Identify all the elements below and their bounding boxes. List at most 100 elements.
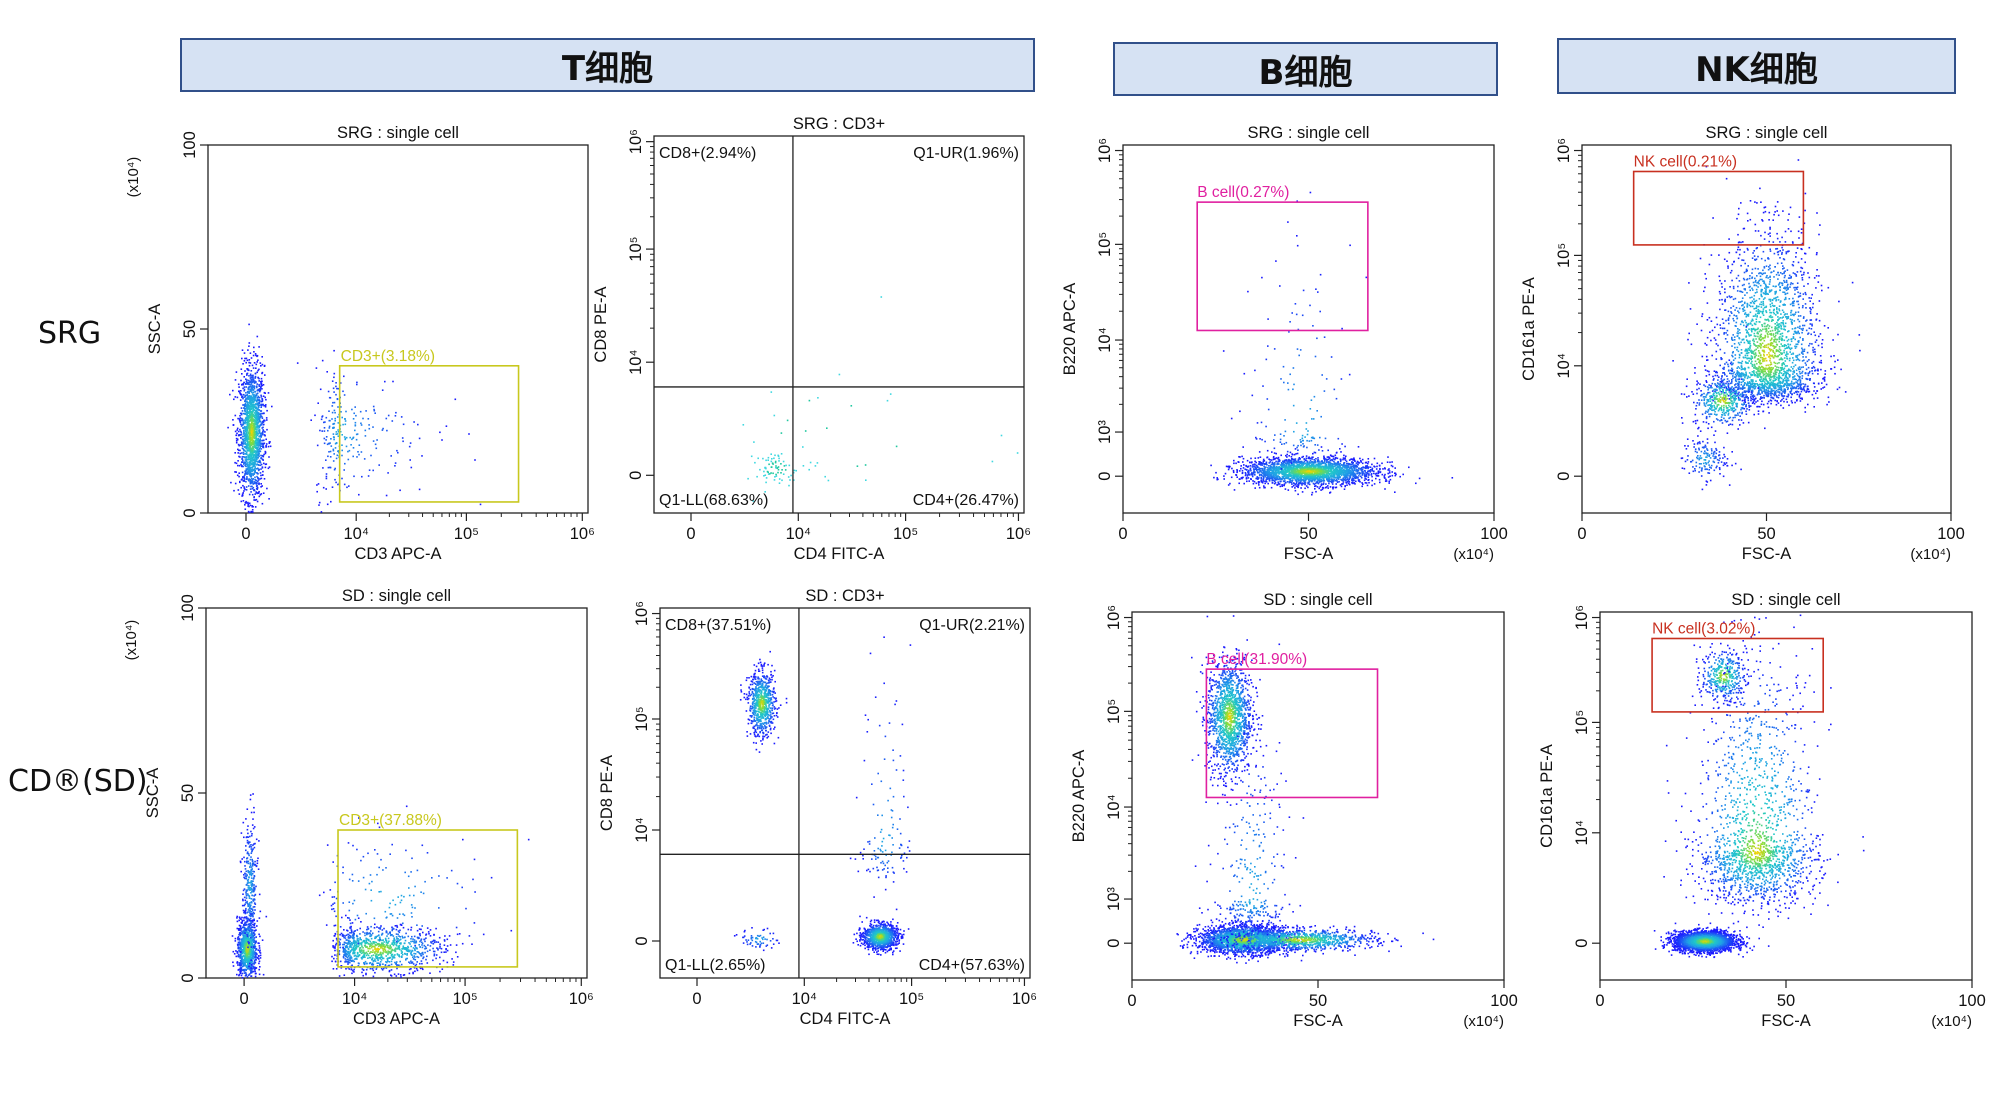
x-axis-multiplier: (x10⁴) [1910,546,1951,563]
y-tick-label: 10⁶ [1573,605,1591,630]
y-tick-label: 10⁶ [633,601,651,626]
y-tick-label: 0 [181,508,199,517]
plot-title: SRG : single cell [337,124,459,142]
plot-title: SRG : CD3+ [793,115,885,133]
x-tick-label: 100 [1937,525,1965,543]
quadrant-label-lr: CD4+(26.47%) [913,492,1019,509]
y-tick-label: 0 [1096,472,1114,481]
y-tick-label: 10⁵ [633,706,651,731]
gate-label: NK cell(3.02%) [1652,620,1755,637]
plot-title: SRG : single cell [1706,124,1828,142]
x-tick-label: 100 [1958,992,1986,1010]
plot-frame [1132,612,1504,980]
x-tick-label: 10⁴ [792,990,817,1008]
gate-label: B cell(0.27%) [1197,184,1289,201]
y-tick-label: 10³ [1096,420,1114,444]
y-axis-label: CD8 PE-A [592,286,610,362]
y-tick-label: 10⁶ [1555,138,1573,163]
y-axis-label: SSC-A [146,304,164,354]
x-tick-label: 100 [1480,525,1508,543]
plot-frame [654,136,1024,513]
x-axis-label: FSC-A [1742,545,1792,563]
gate-label: NK cell(0.21%) [1634,153,1737,170]
plot-srg-cd4cd8: CD8+(2.94%) Q1-UR(1.96%)Q1-LL(68.63%) CD4+… [592,115,1031,563]
x-tick-label: 10⁵ [454,525,479,543]
y-tick-label: 10⁵ [1096,232,1114,257]
x-tick-label: 10⁶ [1006,525,1031,543]
y-axis-label: B220 APC-A [1070,750,1088,843]
y-tick-label: 10⁴ [1105,794,1123,819]
y-axis-multiplier: (x10⁴) [123,620,140,661]
y-tick-label: 10³ [1105,887,1123,911]
quadrant-label-ur: Q1-UR(1.96%) [913,145,1019,162]
x-tick-label: 0 [686,525,695,543]
x-tick-label: 0 [241,525,250,543]
plot-sd-b: B cell(31.90%)SD : single cellFSC-AB220 … [1070,591,1518,1030]
y-tick-label: 10⁴ [627,349,645,374]
y-tick-label: 100 [181,131,199,159]
y-tick-label: 0 [179,973,197,982]
y-tick-label: 10⁶ [627,129,645,154]
y-axis-label: CD161a PE-A [1538,744,1556,848]
y-tick-label: 0 [1573,939,1591,948]
x-tick-label: 10⁴ [342,990,367,1008]
plot-frame [208,145,588,513]
x-tick-label: 0 [1577,525,1586,543]
y-tick-label: 10⁵ [627,236,645,261]
x-tick-label: 10⁴ [343,525,368,543]
plot-frame [1600,612,1972,980]
flow-cytometry-figure: CD3+(3.18%) SRG : single cell CD3 APC-A SSC… [0,0,2000,1114]
y-tick-label: 0 [633,936,651,945]
x-tick-label: 0 [1127,992,1136,1010]
plot-srg-cd3: CD3+(3.18%) SRG : single cell CD3 APC-A SSC… [125,124,595,563]
x-tick-label: 0 [1595,992,1604,1010]
x-axis-label: CD3 APC-A [354,545,441,563]
x-tick-label: 0 [240,990,249,1008]
x-axis-multiplier: (x10⁴) [1453,546,1494,563]
x-tick-label: 50 [1309,992,1327,1010]
y-axis-label: SSC-A [144,768,162,818]
x-tick-label: 50 [1777,992,1795,1010]
plot-sd-cd4cd8: CD8+(37.51%) Q1-UR(2.21%)Q1-LL(2.65%) CD4+… [598,587,1037,1028]
x-axis-label: FSC-A [1284,545,1334,563]
y-tick-label: 10⁶ [1105,605,1123,630]
x-tick-label: 10⁵ [899,990,924,1008]
x-tick-label: 0 [1118,525,1127,543]
y-tick-label: 50 [181,320,199,338]
gate-label: B cell(31.90%) [1206,651,1307,668]
x-tick-label: 10⁶ [570,525,595,543]
plot-title: SD : single cell [342,587,451,605]
x-axis-label: CD4 FITC-A [794,545,885,563]
x-tick-label: 50 [1757,525,1775,543]
y-axis-multiplier: (x10⁴) [125,157,142,198]
y-tick-label: 10⁵ [1555,243,1573,268]
y-tick-label: 0 [1555,472,1573,481]
x-axis-label: CD3 APC-A [353,1010,440,1028]
quadrant-label-ll: Q1-LL(68.63%) [659,492,768,509]
x-tick-label: 10⁴ [786,525,811,543]
x-axis-label: FSC-A [1293,1012,1343,1030]
plot-title: SD : CD3+ [805,587,884,605]
plot-frame [206,608,587,978]
y-axis-label: CD8 PE-A [598,755,616,831]
y-tick-label: 0 [1105,939,1123,948]
quadrant-label-ul: CD8+(37.51%) [665,617,771,634]
x-axis-label: CD4 FITC-A [800,1010,891,1028]
gate-label: CD3+(3.18%) [341,348,435,365]
y-axis-label: B220 APC-A [1061,283,1079,376]
quadrant-label-lr: CD4+(57.63%) [919,957,1025,974]
y-tick-label: 10⁴ [1096,327,1114,352]
plot-srg-nk: NK cell(0.21%) SRG : single cell FSC-A CD16… [1520,124,1965,563]
x-axis-label: FSC-A [1761,1012,1811,1030]
y-axis-label: CD161a PE-A [1520,277,1538,381]
gate-label: CD3+(37.88%) [339,812,442,829]
plot-frame [660,608,1030,978]
x-tick-label: 10⁶ [1012,990,1037,1008]
plot-sd-cd3: CD3+(37.88%) SD : single cell CD3 APC-A SSC… [123,587,594,1028]
plot-sd-nk: NK cell(3.02%)SD : single cellFSC-ACD161… [1538,591,1986,1030]
y-tick-label: 0 [627,471,645,480]
plot-title: SRG : single cell [1248,124,1370,142]
y-tick-label: 10⁵ [1573,710,1591,735]
y-tick-label: 50 [179,784,197,802]
y-tick-label: 10⁴ [1555,353,1573,378]
